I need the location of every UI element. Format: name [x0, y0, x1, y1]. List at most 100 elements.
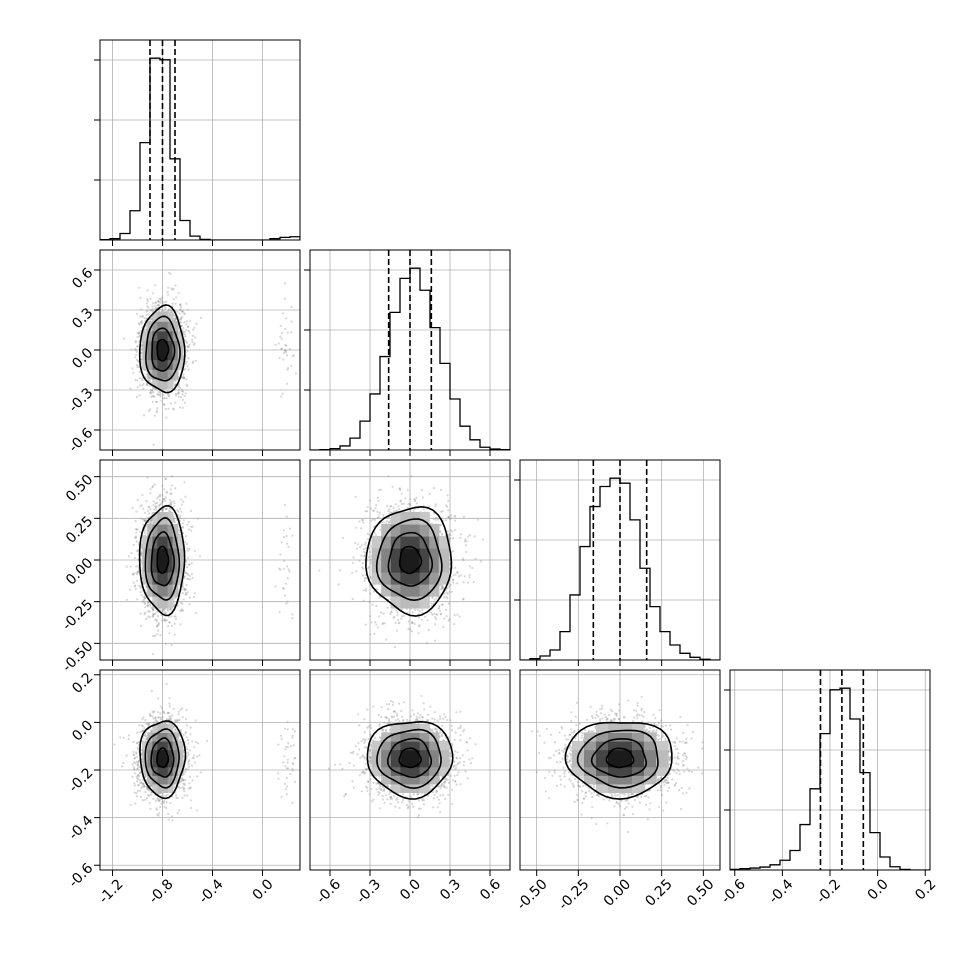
scatter-point: [636, 795, 640, 799]
scatter-point: [441, 586, 444, 589]
scatter-point: [389, 796, 392, 799]
scatter-point: [181, 325, 184, 328]
scatter-point: [193, 326, 196, 329]
scatter-point: [420, 694, 423, 698]
scatter-point: [189, 578, 192, 581]
scatter-point: [364, 771, 367, 774]
scatter-point: [170, 402, 173, 405]
scatter-point: [630, 793, 634, 796]
density-cell: [177, 359, 184, 370]
scatter-point: [185, 340, 188, 343]
scatter-point: [136, 345, 139, 348]
scatter-point: [140, 517, 143, 520]
scatter-point: [284, 594, 287, 597]
scatter-point: [152, 635, 155, 638]
scatter-point: [457, 575, 461, 578]
scatter-point: [144, 791, 147, 794]
scatter-point: [349, 751, 353, 754]
density-cell: [381, 758, 392, 768]
scatter-point: [413, 508, 416, 511]
scatter-point: [179, 321, 182, 324]
scatter-point: [455, 783, 458, 786]
scatter-point: [182, 531, 185, 535]
density-cell: [157, 732, 164, 742]
scatter-point: [417, 793, 420, 796]
scatter-point: [377, 516, 380, 519]
scatter-point: [165, 619, 168, 622]
scatter-point: [174, 401, 177, 404]
scatter-point: [199, 771, 202, 774]
scatter-point: [140, 624, 143, 628]
scatter-point: [364, 767, 367, 771]
scatter-point: [177, 510, 180, 513]
scatter-point: [614, 718, 617, 721]
scatter-point: [191, 740, 194, 743]
scatter-point: [180, 317, 183, 320]
scatter-point: [610, 718, 613, 722]
scatter-point: [615, 713, 618, 716]
density-cell: [147, 340, 153, 351]
scatter-point: [142, 782, 145, 786]
scatter-point: [683, 752, 686, 755]
density-cell: [172, 775, 179, 785]
scatter-point: [173, 384, 176, 387]
scatter-point: [417, 799, 421, 802]
scatter-point: [642, 715, 645, 719]
scatter-point: [399, 500, 402, 503]
scatter-point: [372, 798, 375, 801]
scatter-point: [174, 318, 177, 321]
scatter-point: [188, 749, 191, 752]
scatter-point: [412, 805, 415, 808]
scatter-point: [359, 756, 362, 759]
scatter-point: [363, 756, 366, 759]
scatter-point: [456, 763, 459, 766]
scatter-point: [447, 499, 450, 502]
scatter-point: [569, 779, 572, 783]
scatter-point: [378, 723, 381, 726]
scatter-point: [182, 376, 186, 379]
scatter-point: [685, 791, 688, 794]
scatter-point: [156, 797, 159, 800]
scatter-point: [144, 601, 147, 605]
density-cell: [172, 350, 179, 361]
scatter-point: [392, 510, 395, 513]
scatter-point: [435, 613, 439, 616]
scatter-point: [367, 780, 370, 783]
scatter-point: [136, 767, 139, 771]
scatter-point: [392, 794, 396, 798]
scatter-point: [147, 306, 150, 309]
scatter-point: [388, 721, 391, 724]
scatter-point: [352, 750, 355, 753]
scatter-point: [288, 527, 292, 530]
scatter-point: [461, 754, 464, 757]
scatter-point: [674, 748, 678, 751]
scatter-point: [179, 507, 182, 510]
scatter-point: [364, 577, 367, 580]
scatter-point: [168, 621, 171, 624]
scatter-point: [549, 756, 552, 759]
density-cell: [419, 775, 430, 785]
density-cell: [162, 359, 169, 370]
density-cell: [371, 741, 382, 751]
scatter-point: [375, 788, 378, 791]
scatter-point: [155, 807, 158, 810]
density-cell: [410, 732, 421, 742]
density-cell: [410, 560, 421, 573]
scatter-point: [170, 493, 173, 496]
scatter-point: [360, 544, 363, 547]
scatter-point: [138, 331, 141, 334]
scatter-point: [386, 784, 389, 788]
scatter-point: [558, 752, 561, 755]
scatter-point: [160, 501, 163, 504]
scatter-point: [363, 554, 366, 557]
scatter-point: [431, 717, 434, 720]
scatter-point: [435, 613, 438, 616]
scatter-point: [362, 770, 365, 774]
scatter-point: [389, 790, 392, 794]
scatter-point: [186, 577, 189, 580]
scatter-point: [182, 778, 185, 782]
scatter-point: [286, 577, 289, 580]
scatter-point: [366, 538, 370, 541]
scatter-point: [167, 394, 170, 397]
contour-level: [138, 504, 186, 617]
